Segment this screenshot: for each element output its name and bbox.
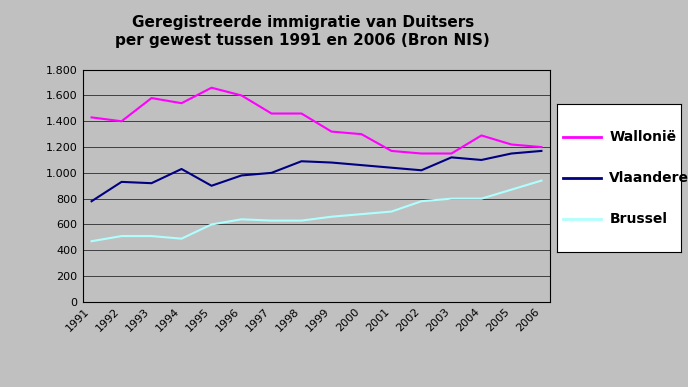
Text: Brussel: Brussel xyxy=(610,212,667,226)
Text: Geregistreerde immigratie van Duitsers
per gewest tussen 1991 en 2006 (Bron NIS): Geregistreerde immigratie van Duitsers p… xyxy=(116,15,490,48)
Text: Wallonië: Wallonië xyxy=(610,130,676,144)
Text: Vlaanderen: Vlaanderen xyxy=(610,171,688,185)
